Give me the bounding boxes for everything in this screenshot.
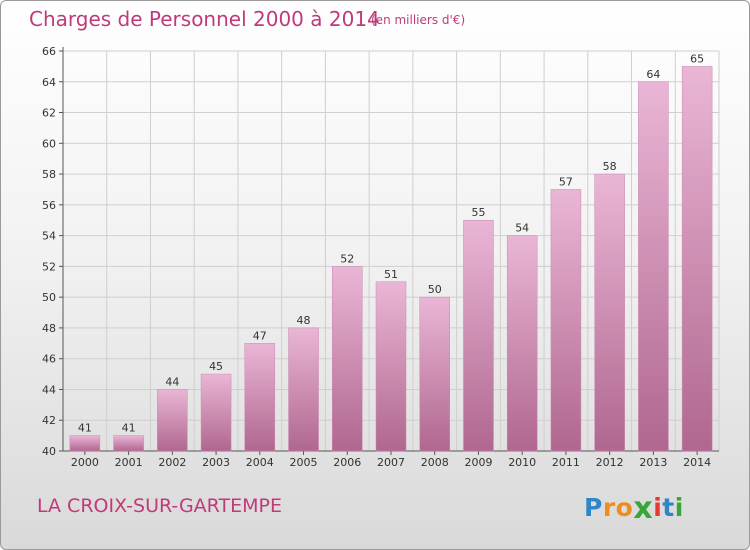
bars (69, 66, 713, 452)
bar-2011 (550, 189, 582, 452)
bar-value-label: 54 (515, 222, 529, 235)
x-tick-label: 2003 (202, 456, 230, 469)
y-tick-label: 40 (42, 445, 56, 458)
bar-value-label: 45 (209, 360, 223, 373)
bar-value-label: 52 (340, 252, 354, 265)
bar-value-label: 50 (428, 283, 442, 296)
y-tick-label: 58 (42, 168, 56, 181)
y-tick-label: 50 (42, 291, 56, 304)
bar-2001 (113, 435, 144, 452)
bar-value-label: 58 (603, 160, 617, 173)
commune-name: LA CROIX-SUR-GARTEMPE (37, 495, 282, 517)
logo-letter: t (662, 493, 675, 522)
bar-value-label: 65 (690, 52, 704, 65)
data-labels: 41 41 44 45 47 48 52 51 50 55 54 57 58 64 65 (78, 52, 704, 434)
y-tick-labels: 40 42 44 46 48 50 52 54 56 58 60 62 64 66 (42, 45, 56, 458)
bar-value-label: 44 (165, 375, 179, 388)
bar-value-label: 41 (122, 422, 136, 435)
unit-note: (en milliers d'€) (371, 13, 466, 27)
bar-value-label: 48 (297, 314, 311, 327)
bar-2010 (506, 235, 538, 452)
logo-letter: r (602, 493, 616, 522)
x-tick-label: 2001 (115, 456, 143, 469)
y-tick-label: 60 (42, 137, 56, 150)
bar-2003 (200, 373, 232, 452)
x-tick-label: 2000 (71, 456, 99, 469)
x-tick-labels: 2000 2001 2002 2003 2004 2005 2006 2007 2008 2009… (71, 456, 711, 469)
x-tick-label: 2013 (639, 456, 667, 469)
x-tick-label: 2010 (508, 456, 536, 469)
logo-letter: o (615, 493, 634, 522)
logo-letter: i (674, 493, 684, 522)
y-tick-label: 54 (42, 230, 56, 243)
logo-letter: i (653, 493, 663, 522)
y-tick-label: 44 (42, 383, 56, 396)
logo-letter: P (584, 493, 603, 522)
bar-2008 (419, 296, 450, 452)
bar-value-label: 41 (78, 422, 92, 435)
y-tick-label: 42 (42, 414, 56, 427)
y-tick-label: 64 (42, 76, 56, 89)
bar-2013 (638, 81, 669, 452)
y-tick-label: 46 (42, 353, 56, 366)
x-tick-label: 2009 (464, 456, 492, 469)
logo-letter: x (633, 491, 654, 526)
y-tick-label: 48 (42, 322, 56, 335)
bar-2000 (69, 435, 101, 452)
y-tick-label: 52 (42, 260, 56, 273)
bar-2002 (157, 389, 188, 452)
x-tick-label: 2007 (377, 456, 405, 469)
bar-2014 (681, 66, 713, 452)
x-tick-label: 2014 (683, 456, 711, 469)
x-tick-label: 2012 (596, 456, 624, 469)
x-tick-label: 2004 (246, 456, 274, 469)
x-tick-label: 2002 (158, 456, 186, 469)
bar-2006 (332, 266, 363, 452)
x-tick-label: 2011 (552, 456, 580, 469)
y-tick-label: 66 (42, 45, 56, 58)
bar-value-label: 55 (471, 206, 485, 219)
bar-2012 (594, 173, 625, 452)
bar-2007 (375, 281, 407, 452)
bar-2005 (288, 327, 319, 452)
y-tick-label: 62 (42, 107, 56, 120)
bar-2009 (463, 219, 494, 452)
chart-title: Charges de Personnel 2000 à 2014 (29, 7, 380, 31)
bar-value-label: 57 (559, 175, 573, 188)
x-tick-label: 2006 (333, 456, 361, 469)
bar-value-label: 51 (384, 268, 398, 281)
bar-2004 (244, 343, 276, 452)
proxiti-logo[interactable]: Proxiti (584, 489, 684, 526)
x-tick-label: 2005 (290, 456, 318, 469)
bar-value-label: 64 (646, 68, 660, 81)
y-tick-label: 56 (42, 199, 56, 212)
bar-value-label: 47 (253, 329, 267, 342)
x-tick-label: 2008 (421, 456, 449, 469)
